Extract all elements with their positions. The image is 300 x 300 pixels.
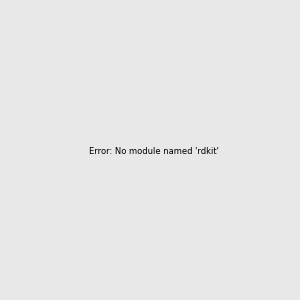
Text: Error: No module named 'rdkit': Error: No module named 'rdkit' [89, 147, 219, 156]
